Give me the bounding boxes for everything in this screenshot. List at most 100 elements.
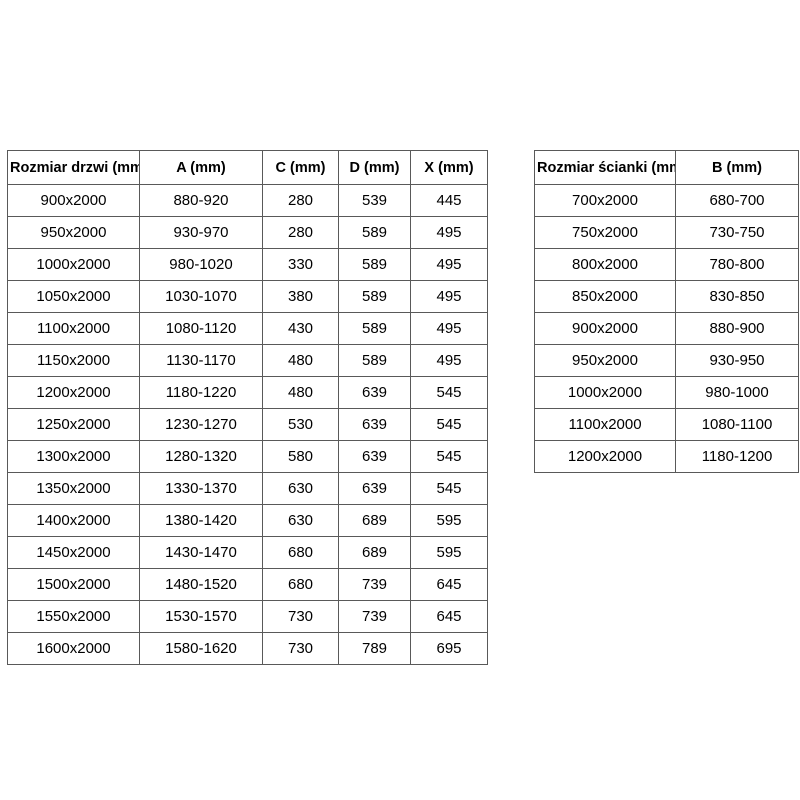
wall-panel-sizes-table-header: Rozmiar ścianki (mm) B (mm) <box>534 150 799 185</box>
table-cell: 1550x2000 <box>7 600 140 633</box>
table-cell: 1200x2000 <box>7 376 140 409</box>
table-cell: 595 <box>410 536 488 569</box>
table-cell: 695 <box>410 632 488 665</box>
table-cell: 539 <box>338 184 411 217</box>
table-cell: 1150x2000 <box>7 344 140 377</box>
table-row: 1000x2000 980-1000 <box>534 376 799 409</box>
table-cell: 880-900 <box>675 312 799 345</box>
table-cell: 330 <box>262 248 339 281</box>
table-row: 1050x2000 1030-1070 380 589 495 <box>7 280 488 313</box>
table-cell: 950x2000 <box>534 344 676 377</box>
table-cell: 589 <box>338 280 411 313</box>
table-cell: 1300x2000 <box>7 440 140 473</box>
table-cell: 630 <box>262 504 339 537</box>
header-row: Rozmiar ścianki (mm) B (mm) <box>534 150 799 185</box>
table-cell: 280 <box>262 216 339 249</box>
table-cell: 830-850 <box>675 280 799 313</box>
table-cell: 1100x2000 <box>7 312 140 345</box>
table-cell: 545 <box>410 408 488 441</box>
column-header-cell: Rozmiar ścianki (mm) <box>534 150 676 185</box>
table-row: 1300x2000 1280-1320 580 639 545 <box>7 440 488 473</box>
header-row: Rozmiar drzwi (mm) A (mm) C (mm) D (mm) X (m… <box>7 150 488 185</box>
table-row: 1000x2000 980-1020 330 589 495 <box>7 248 488 281</box>
table-cell: 639 <box>338 440 411 473</box>
table-row: 1100x2000 1080-1100 <box>534 408 799 441</box>
table-cell: 580 <box>262 440 339 473</box>
table-cell: 639 <box>338 472 411 505</box>
table-cell: 639 <box>338 408 411 441</box>
table-cell: 589 <box>338 312 411 345</box>
table-cell: 495 <box>410 216 488 249</box>
table-cell: 1530-1570 <box>139 600 263 633</box>
table-cell: 1380-1420 <box>139 504 263 537</box>
table-cell: 1180-1220 <box>139 376 263 409</box>
table-cell: 789 <box>338 632 411 665</box>
table-cell: 545 <box>410 472 488 505</box>
table-cell: 1080-1120 <box>139 312 263 345</box>
table-cell: 1280-1320 <box>139 440 263 473</box>
table-cell: 630 <box>262 472 339 505</box>
table-cell: 1600x2000 <box>7 632 140 665</box>
table-cell: 1350x2000 <box>7 472 140 505</box>
table-row: 1150x2000 1130-1170 480 589 495 <box>7 344 488 377</box>
table-cell: 1030-1070 <box>139 280 263 313</box>
table-cell: 750x2000 <box>534 216 676 249</box>
table-cell: 480 <box>262 344 339 377</box>
table-cell: 930-970 <box>139 216 263 249</box>
table-cell: 980-1000 <box>675 376 799 409</box>
table-cell: 1100x2000 <box>534 408 676 441</box>
door-sizes-table-body: 900x2000 880-920 280 539 445 950x2000 930-970 2… <box>7 184 488 665</box>
table-cell: 495 <box>410 280 488 313</box>
table-row: 1550x2000 1530-1570 730 739 645 <box>7 600 488 633</box>
table-row: 1200x2000 1180-1200 <box>534 440 799 473</box>
table-cell: 980-1020 <box>139 248 263 281</box>
table-cell: 430 <box>262 312 339 345</box>
table-cell: 1430-1470 <box>139 536 263 569</box>
table-cell: 880-920 <box>139 184 263 217</box>
table-cell: 589 <box>338 216 411 249</box>
table-cell: 1500x2000 <box>7 568 140 601</box>
table-row: 1100x2000 1080-1120 430 589 495 <box>7 312 488 345</box>
table-cell: 700x2000 <box>534 184 676 217</box>
table-cell: 930-950 <box>675 344 799 377</box>
table-row: 850x2000 830-850 <box>534 280 799 313</box>
table-cell: 800x2000 <box>534 248 676 281</box>
table-cell: 480 <box>262 376 339 409</box>
table-cell: 1080-1100 <box>675 408 799 441</box>
table-cell: 1000x2000 <box>7 248 140 281</box>
table-cell: 445 <box>410 184 488 217</box>
table-cell: 1130-1170 <box>139 344 263 377</box>
table-row: 900x2000 880-900 <box>534 312 799 345</box>
column-header-cell: A (mm) <box>139 150 263 185</box>
table-cell: 780-800 <box>675 248 799 281</box>
door-sizes-table: Rozmiar drzwi (mm) A (mm) C (mm) D (mm) X (m… <box>7 150 488 665</box>
table-cell: 739 <box>338 568 411 601</box>
table-row: 800x2000 780-800 <box>534 248 799 281</box>
column-header-cell: B (mm) <box>675 150 799 185</box>
table-cell: 495 <box>410 344 488 377</box>
table-cell: 689 <box>338 536 411 569</box>
table-cell: 739 <box>338 600 411 633</box>
table-row: 750x2000 730-750 <box>534 216 799 249</box>
table-cell: 645 <box>410 568 488 601</box>
table-cell: 589 <box>338 344 411 377</box>
table-cell: 595 <box>410 504 488 537</box>
column-header-cell: X (mm) <box>410 150 488 185</box>
table-row: 900x2000 880-920 280 539 445 <box>7 184 488 217</box>
table-cell: 1480-1520 <box>139 568 263 601</box>
table-cell: 1450x2000 <box>7 536 140 569</box>
table-cell: 1050x2000 <box>7 280 140 313</box>
table-cell: 680-700 <box>675 184 799 217</box>
column-header-cell: C (mm) <box>262 150 339 185</box>
table-row: 1350x2000 1330-1370 630 639 545 <box>7 472 488 505</box>
table-cell: 380 <box>262 280 339 313</box>
table-row: 700x2000 680-700 <box>534 184 799 217</box>
table-cell: 730 <box>262 632 339 665</box>
table-row: 950x2000 930-970 280 589 495 <box>7 216 488 249</box>
table-cell: 689 <box>338 504 411 537</box>
table-cell: 645 <box>410 600 488 633</box>
table-cell: 1250x2000 <box>7 408 140 441</box>
table-cell: 1180-1200 <box>675 440 799 473</box>
table-cell: 730 <box>262 600 339 633</box>
table-cell: 280 <box>262 184 339 217</box>
